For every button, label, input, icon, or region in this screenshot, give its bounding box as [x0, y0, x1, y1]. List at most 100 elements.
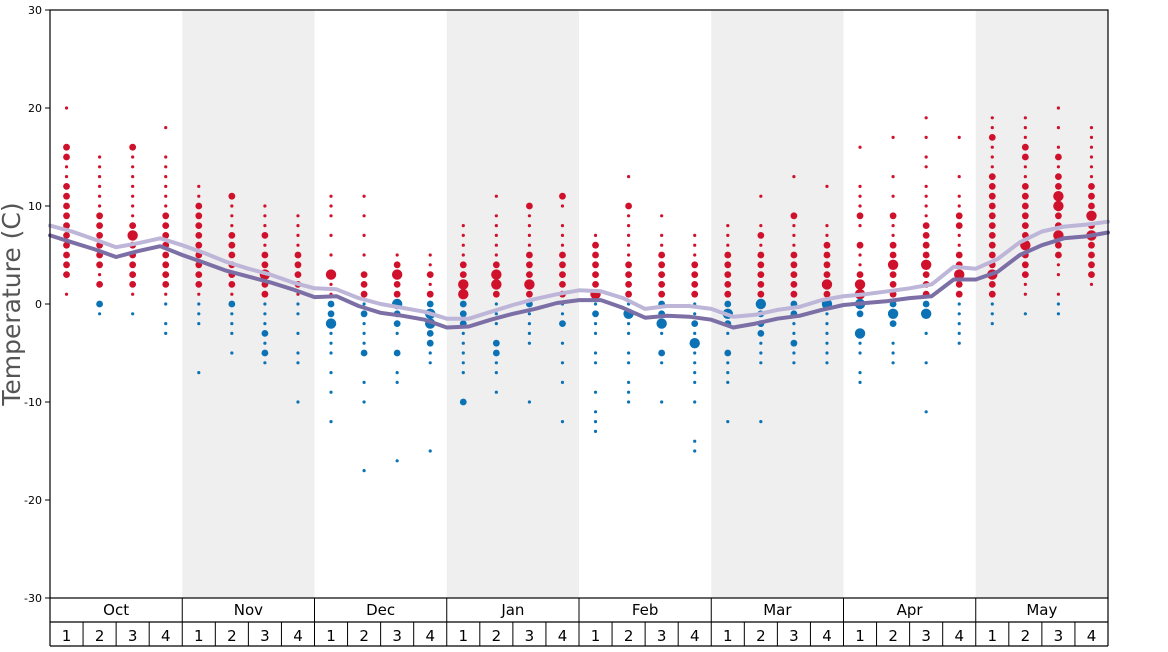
warm-dot: [625, 261, 632, 269]
warm-dot: [228, 241, 236, 249]
warm-dot: [691, 261, 699, 269]
warm-dot: [957, 243, 961, 247]
cold-dot: [164, 322, 168, 326]
warm-dot: [428, 253, 432, 257]
warm-dot: [162, 232, 170, 239]
cold-dot: [426, 300, 434, 308]
week-label: 3: [392, 627, 402, 645]
warm-dot: [957, 175, 961, 179]
warm-dot: [660, 243, 664, 247]
warm-dot: [393, 281, 401, 288]
warm-dot: [955, 290, 963, 298]
warm-dot: [195, 281, 203, 288]
cold-dot: [296, 331, 300, 335]
warm-dot: [988, 290, 996, 298]
warm-dot: [792, 224, 796, 228]
warm-dot: [955, 212, 963, 220]
warm-dot: [559, 271, 566, 278]
warm-dot: [64, 106, 69, 110]
warm-dot: [658, 290, 666, 298]
week-label: 2: [756, 627, 766, 645]
cold-dot: [858, 341, 862, 345]
warm-dot: [63, 222, 70, 230]
cold-dot: [362, 380, 366, 384]
cold-dot: [856, 310, 864, 318]
warm-dot: [63, 212, 70, 220]
warm-dot: [823, 290, 831, 298]
cold-dot: [459, 300, 467, 308]
cold-dot: [957, 312, 961, 316]
warm-dot: [889, 251, 897, 259]
cold-dot: [494, 312, 498, 316]
warm-dot: [325, 269, 337, 280]
cold-dot: [560, 420, 565, 424]
cold-dot: [593, 322, 598, 326]
warm-dot: [988, 222, 996, 230]
warm-dot: [1021, 271, 1029, 278]
warm-dot: [197, 194, 201, 198]
cold-dot: [790, 339, 798, 347]
warm-dot: [1089, 175, 1094, 179]
cold-dot: [920, 308, 932, 319]
cold-dot: [362, 322, 366, 326]
warm-dot: [461, 253, 465, 257]
week-label: 2: [1021, 627, 1031, 645]
warm-dot: [1089, 145, 1094, 149]
warm-dot: [97, 175, 102, 179]
week-label: 2: [624, 627, 634, 645]
warm-dot: [988, 251, 996, 259]
cold-dot: [825, 331, 829, 335]
warm-dot: [391, 269, 403, 280]
y-tick-label: 20: [28, 102, 42, 115]
warm-dot: [362, 214, 366, 218]
warm-dot: [230, 214, 234, 218]
cold-dot: [197, 302, 201, 306]
warm-dot: [1056, 106, 1061, 110]
warm-dot: [230, 204, 234, 208]
warm-dot: [129, 222, 137, 230]
average-lines: [48, 219, 1110, 330]
week-label: 4: [690, 627, 700, 645]
warm-dot: [658, 251, 666, 259]
warm-dot: [922, 241, 930, 249]
cold-dot: [494, 322, 498, 326]
warm-dot: [296, 224, 300, 228]
warm-dot: [296, 233, 300, 237]
cold-dot: [755, 298, 767, 310]
warm-dot: [924, 204, 928, 208]
cold-dot: [461, 361, 465, 365]
warm-dot: [294, 271, 302, 278]
cold-dot: [957, 331, 961, 335]
warm-dot: [1053, 191, 1064, 202]
warm-dot: [393, 290, 401, 298]
warm-dot: [461, 233, 465, 237]
cold-dot: [494, 302, 498, 306]
warm-dot: [1021, 202, 1029, 210]
warm-dot: [988, 241, 996, 249]
warm-dot: [261, 290, 269, 298]
week-label: 4: [558, 627, 568, 645]
warm-dot: [626, 224, 631, 228]
warm-dot: [492, 261, 500, 269]
warm-dot: [96, 281, 103, 288]
axes: -30 -20 -10 0 10 20 30 Oct 1 2 3 4 Nov 1 2 3 4 Dec 1 2 3 4 Jan…: [24, 4, 1109, 647]
week-label: 4: [293, 627, 303, 645]
warm-dot: [96, 232, 103, 239]
warm-dot: [891, 175, 895, 179]
warm-dot: [162, 251, 170, 259]
warm-dot: [988, 134, 996, 141]
cold-dot: [891, 341, 895, 345]
week-label: 3: [921, 627, 931, 645]
warm-dot: [459, 261, 467, 269]
warm-dot: [854, 279, 866, 290]
warm-dot: [858, 224, 862, 228]
cold-dot: [360, 310, 368, 318]
warm-dot: [823, 271, 831, 278]
warm-dot: [96, 222, 103, 230]
week-label: 1: [855, 627, 865, 645]
warm-dot: [889, 271, 897, 278]
cold-dot: [626, 331, 631, 335]
week-label: 1: [988, 627, 998, 645]
cold-dot: [656, 318, 667, 329]
cold-dot: [957, 322, 961, 326]
